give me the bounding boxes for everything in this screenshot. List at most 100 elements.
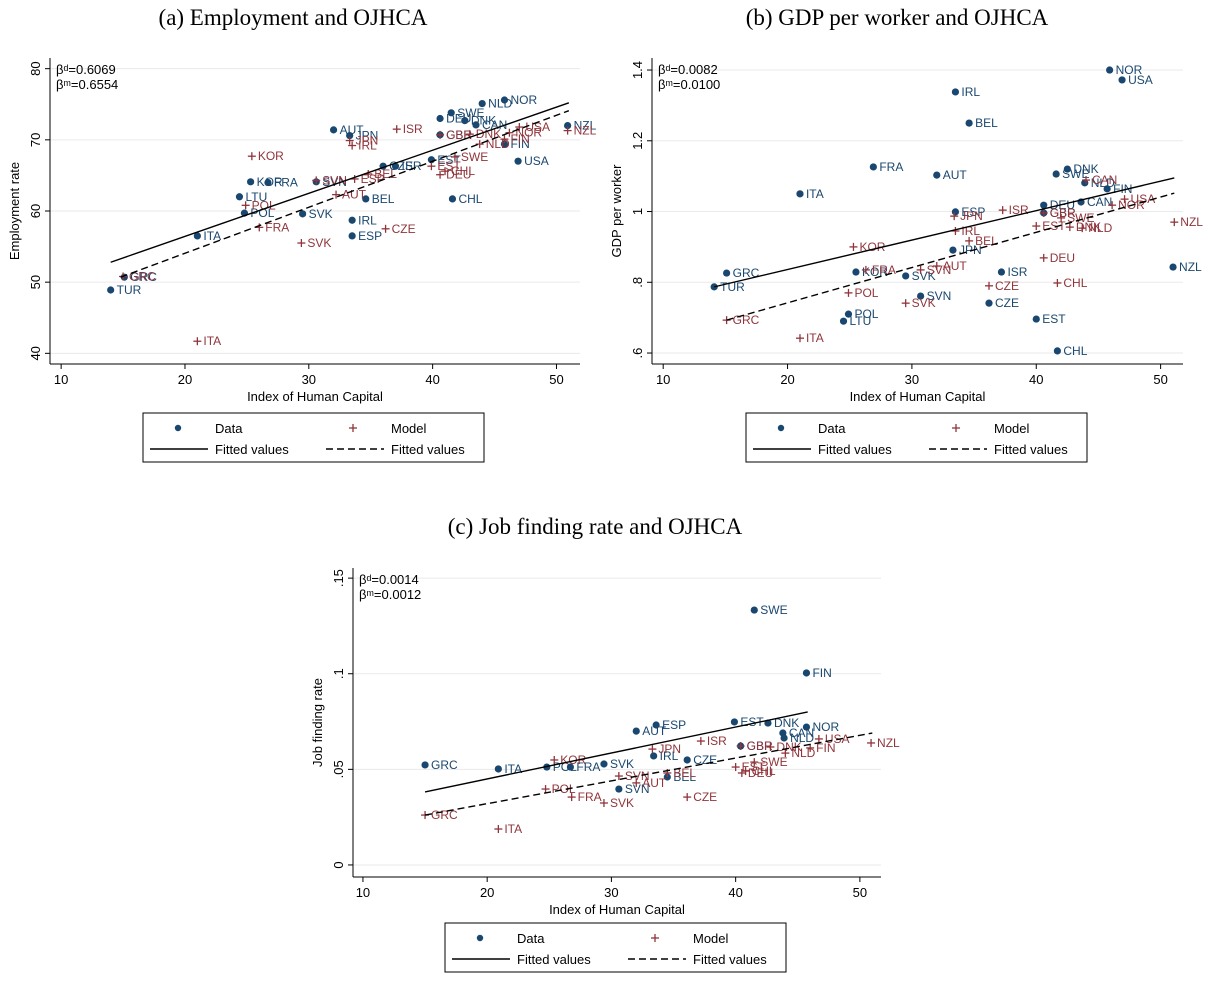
point-label: SVK bbox=[912, 269, 936, 283]
data-point bbox=[264, 178, 272, 187]
fitted-line bbox=[714, 177, 1175, 288]
point-label: FRA bbox=[872, 263, 896, 277]
legend-box bbox=[745, 412, 1088, 463]
point-label: GRC bbox=[733, 266, 760, 280]
model-point bbox=[861, 265, 870, 274]
model-point bbox=[750, 758, 759, 767]
model-point bbox=[550, 755, 559, 764]
model-point bbox=[193, 337, 202, 346]
model-point bbox=[1057, 213, 1066, 222]
point-label: POL bbox=[854, 286, 878, 300]
model-point bbox=[1065, 223, 1074, 232]
x-axis-label: Index of Human Capital bbox=[549, 902, 685, 917]
point-label: CZE bbox=[693, 790, 717, 804]
data-point bbox=[566, 763, 575, 771]
point-label: SWE bbox=[461, 150, 488, 164]
data-point bbox=[1040, 201, 1048, 209]
beta-annotation: βᵐ=0.0012 bbox=[359, 587, 421, 602]
point-label: KOR bbox=[258, 149, 284, 163]
model-point bbox=[450, 152, 459, 161]
point-label: NLD bbox=[488, 97, 512, 111]
point-label: CHL bbox=[752, 764, 776, 778]
model-point bbox=[381, 224, 390, 233]
x-axis-label: Index of Human Capital bbox=[850, 389, 986, 404]
data-point bbox=[329, 126, 338, 134]
point-label: GRC bbox=[130, 270, 157, 284]
model-point bbox=[965, 236, 974, 245]
x-tick-label: 50 bbox=[853, 885, 867, 900]
model-point bbox=[766, 742, 775, 751]
point-label: FIN bbox=[812, 666, 831, 680]
data-point bbox=[235, 193, 244, 201]
data-point bbox=[193, 232, 201, 240]
y-tick-label: 1.2 bbox=[630, 132, 645, 150]
x-tick-label: 20 bbox=[780, 372, 794, 387]
data-point bbox=[448, 195, 457, 203]
beta-annotation: βᵈ=0.0014 bbox=[359, 572, 419, 587]
x-tick-label: 10 bbox=[54, 372, 68, 387]
point-label: CHL bbox=[1063, 344, 1087, 358]
model-point bbox=[494, 825, 503, 834]
legend-marker bbox=[777, 424, 785, 432]
data-point bbox=[247, 178, 255, 186]
point-label: DNK bbox=[776, 740, 801, 754]
model-point bbox=[795, 334, 804, 343]
point-label: FIN bbox=[510, 137, 529, 151]
data-point bbox=[500, 140, 509, 148]
model-point bbox=[696, 737, 705, 746]
point-label: SVK bbox=[610, 757, 634, 771]
point-label: SVN bbox=[927, 289, 952, 303]
point-label: CZE bbox=[995, 296, 1019, 310]
point-label: IRL bbox=[660, 749, 679, 763]
point-label: SWE bbox=[1062, 167, 1089, 181]
model-point bbox=[867, 738, 876, 747]
point-label: CZE bbox=[392, 222, 416, 236]
point-label: NLD bbox=[1088, 221, 1112, 235]
legend-box bbox=[142, 412, 485, 463]
x-tick-label: 10 bbox=[656, 372, 670, 387]
point-label: BEL bbox=[673, 766, 696, 780]
point-label: POL bbox=[250, 206, 274, 220]
data-point bbox=[632, 727, 640, 735]
model-point bbox=[632, 778, 641, 787]
model-point bbox=[901, 299, 910, 308]
point-label: DEU bbox=[1050, 198, 1075, 212]
point-label: ITA bbox=[504, 822, 522, 836]
point-label: FIN bbox=[510, 132, 529, 146]
chart: (a) Employment and OJHCA 40 50 60 70 80 10 20 30… bbox=[7, 5, 597, 463]
data-point bbox=[615, 785, 623, 793]
data-point bbox=[472, 121, 480, 129]
point-label: AUT bbox=[943, 259, 968, 273]
data-point bbox=[1106, 66, 1114, 74]
model-point bbox=[737, 768, 746, 777]
model-point bbox=[932, 262, 941, 271]
model-point bbox=[814, 734, 823, 743]
point-label: NZL bbox=[574, 119, 597, 133]
legend-label: Model bbox=[994, 421, 1030, 436]
data-point bbox=[348, 216, 356, 224]
fitted-line bbox=[110, 102, 570, 263]
point-label: LTU bbox=[850, 314, 872, 328]
model-point bbox=[247, 152, 256, 161]
y-tick-label: 50 bbox=[28, 275, 43, 289]
y-tick-label: 40 bbox=[28, 346, 43, 360]
point-label: BEL bbox=[975, 116, 998, 130]
legend-label: Data bbox=[517, 931, 545, 946]
model-point bbox=[806, 743, 815, 752]
point-label: NZL bbox=[1179, 260, 1202, 274]
x-tick-label: 50 bbox=[549, 372, 563, 387]
data-point bbox=[844, 310, 853, 318]
point-label: AUT bbox=[943, 168, 968, 182]
model-point bbox=[332, 190, 341, 199]
x-tick-label: 30 bbox=[905, 372, 919, 387]
data-point bbox=[461, 117, 469, 125]
point-label: GBR bbox=[1050, 206, 1076, 220]
data-point bbox=[663, 773, 671, 781]
point-label: ESP bbox=[961, 205, 985, 219]
model-point bbox=[541, 785, 550, 794]
fitted-line bbox=[120, 110, 570, 278]
point-label: CAN bbox=[789, 726, 814, 740]
data-point bbox=[478, 99, 486, 108]
point-label: SWE bbox=[760, 755, 787, 769]
